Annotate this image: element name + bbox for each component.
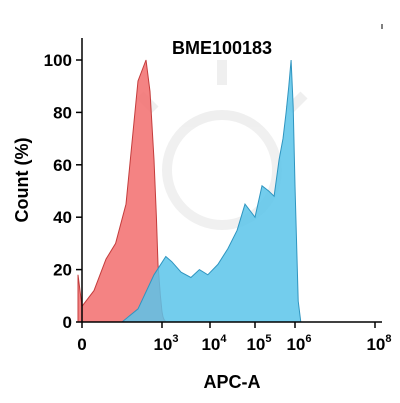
y-tick-label: 40 — [53, 208, 72, 227]
x-tick-label: 106 — [286, 333, 311, 354]
x-axis-label: APC-A — [204, 372, 261, 392]
y-tick-label: 20 — [53, 261, 72, 280]
x-tick-label: 104 — [201, 333, 227, 354]
x-tick-label: 103 — [153, 333, 178, 354]
x-tick-label: 0 — [77, 335, 86, 354]
x-tick-label: 105 — [246, 333, 271, 354]
y-axis-ticks: 0 20 40 60 80 100 — [44, 51, 82, 332]
y-tick-label: 100 — [44, 51, 72, 70]
y-axis-label: Count (%) — [12, 138, 32, 223]
histogram-blue-series — [120, 59, 302, 323]
y-tick-label: 0 — [63, 313, 72, 332]
x-tick-label: 108 — [366, 333, 391, 354]
y-tick-label: 80 — [53, 103, 72, 122]
x-axis-ticks: 0 103 104 105 106 108 — [77, 322, 392, 354]
chart-title: BME100183 — [172, 38, 272, 58]
histogram-series — [77, 59, 302, 323]
y-tick-label: 60 — [53, 156, 72, 175]
